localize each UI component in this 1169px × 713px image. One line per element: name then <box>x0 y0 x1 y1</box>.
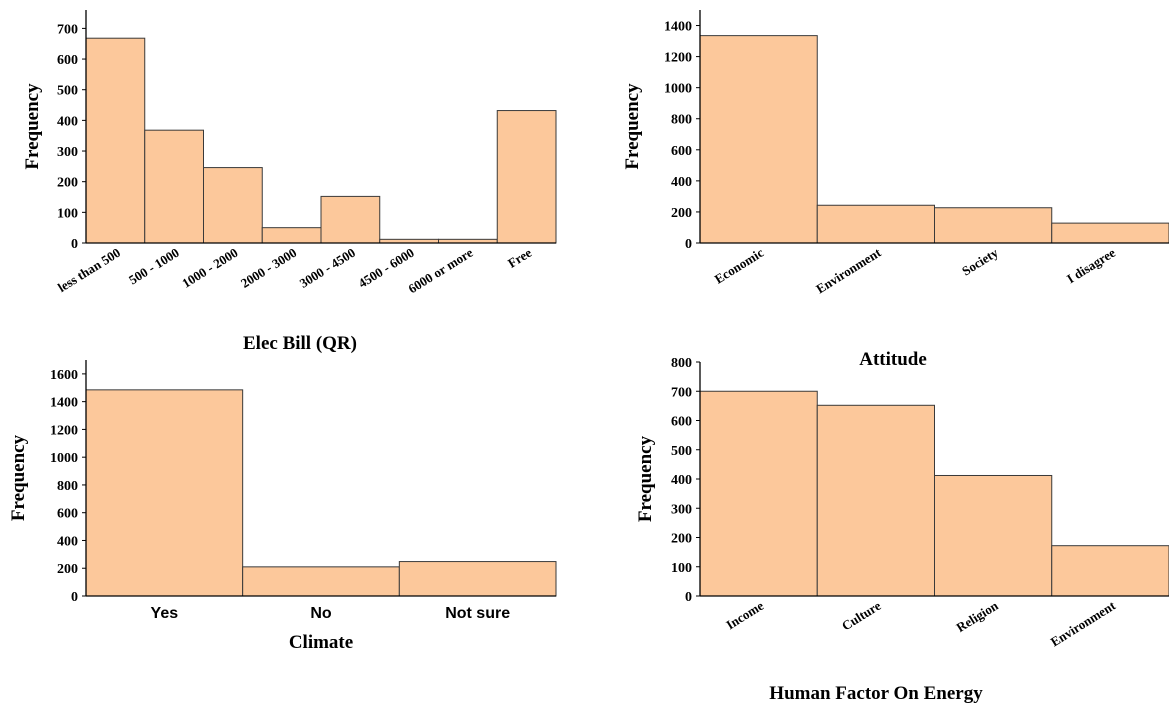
y-tick-label: 700 <box>57 22 78 37</box>
chart-panel-1: 0 100 200 300 400 500 600 700 less than 500 500 -… <box>22 10 557 354</box>
y-tick-label: 0 <box>71 237 78 252</box>
x-axis-title: Elec Bill (QR) <box>243 333 357 354</box>
x-tick-label: 2000 - 3000 <box>238 245 299 291</box>
bar-1 <box>85 389 244 597</box>
y-tick-label: 800 <box>57 479 78 494</box>
y-tick-label: 800 <box>671 356 692 371</box>
y-tick-label: 300 <box>57 145 78 160</box>
y-tick-label: 500 <box>57 84 78 99</box>
y-axis-title: Frequency <box>8 434 29 521</box>
y-axis-title: Frequency <box>635 435 656 522</box>
y-tick-label: 700 <box>671 385 692 400</box>
y-tick-label: 1400 <box>664 20 692 35</box>
y-tick-label: 400 <box>57 534 78 549</box>
x-axis-title: Attitude <box>859 349 927 370</box>
bar-2 <box>816 204 935 244</box>
y-tick-label: 200 <box>671 532 692 547</box>
x-tick-label: Income <box>723 598 766 633</box>
x-tick-label: Religion <box>954 597 1002 635</box>
y-tick-label: 800 <box>671 113 692 128</box>
y-tick-label: 600 <box>671 415 692 430</box>
x-tick-label: Environment <box>1048 597 1119 649</box>
bar-2 <box>242 566 400 597</box>
y-tick-label: 1600 <box>50 368 78 383</box>
x-tick-label: Free <box>505 245 534 271</box>
y-tick-label: 600 <box>57 53 78 68</box>
x-tick-label: Economic <box>712 245 767 287</box>
y-tick-label: 1200 <box>50 423 78 438</box>
y-tick-label: 1000 <box>664 82 692 97</box>
bar-3 <box>934 207 1053 244</box>
chart-panel-3: 0 200 400 600 800 1000 1200 1400 1600 Yes No Not su… <box>8 360 557 653</box>
y-tick-label: 100 <box>671 561 692 576</box>
bar-4 <box>1051 545 1169 597</box>
y-tick-label: 1200 <box>664 51 692 66</box>
bar-1 <box>699 390 818 597</box>
bar-2 <box>816 404 935 597</box>
x-tick-label: Culture <box>839 598 884 634</box>
x-tick-label: No <box>310 605 332 622</box>
x-tick-label: Society <box>959 245 1001 279</box>
x-tick-label: I disagree <box>1064 245 1118 287</box>
y-axis-title: Frequency <box>22 83 43 170</box>
x-tick-label: 1000 - 2000 <box>179 245 240 291</box>
y-tick-label: 600 <box>57 507 78 522</box>
x-tick-label: less than 500 <box>55 245 123 295</box>
chart-panel-2: 0 200 400 600 800 1000 1200 1400 Economic Environ… <box>622 10 1169 370</box>
y-tick-label: 0 <box>685 590 692 605</box>
bar-8 <box>496 110 557 244</box>
bar-1 <box>699 35 818 244</box>
chart-panel-4: 0 100 200 300 400 500 600 700 800 Income Culture Re… <box>635 356 1169 704</box>
x-axis-title: Human Factor On Energy <box>769 683 983 704</box>
bar-2 <box>144 129 204 244</box>
bar-4 <box>1051 222 1169 244</box>
bar-3 <box>398 561 557 597</box>
y-tick-label: 600 <box>671 144 692 159</box>
y-tick-label: 500 <box>671 444 692 459</box>
x-tick-label: 500 - 1000 <box>126 245 182 288</box>
y-tick-label: 0 <box>685 237 692 252</box>
bar-1 <box>85 37 146 244</box>
y-tick-label: 300 <box>671 502 692 517</box>
bar-5 <box>320 195 381 244</box>
x-tick-label: Yes <box>151 605 179 622</box>
x-axis-title: Climate <box>289 632 353 653</box>
y-tick-label: 200 <box>57 562 78 577</box>
y-axis-title: Frequency <box>622 83 643 170</box>
y-tick-label: 1400 <box>50 396 78 411</box>
y-tick-label: 200 <box>671 206 692 221</box>
y-tick-label: 400 <box>57 114 78 129</box>
x-tick-label: Environment <box>813 244 884 296</box>
bar-3 <box>203 167 263 244</box>
y-tick-label: 0 <box>71 590 78 605</box>
y-tick-label: 200 <box>57 176 78 191</box>
y-tick-label: 400 <box>671 473 692 488</box>
x-tick-label: Not sure <box>445 605 510 622</box>
bar-3 <box>934 474 1053 597</box>
y-tick-label: 1000 <box>50 451 78 466</box>
y-tick-label: 400 <box>671 175 692 190</box>
y-tick-label: 100 <box>57 206 78 221</box>
x-tick-label: 6000 or more <box>405 245 475 297</box>
bar-4 <box>261 227 322 244</box>
x-tick-label: 3000 - 4500 <box>297 245 358 291</box>
